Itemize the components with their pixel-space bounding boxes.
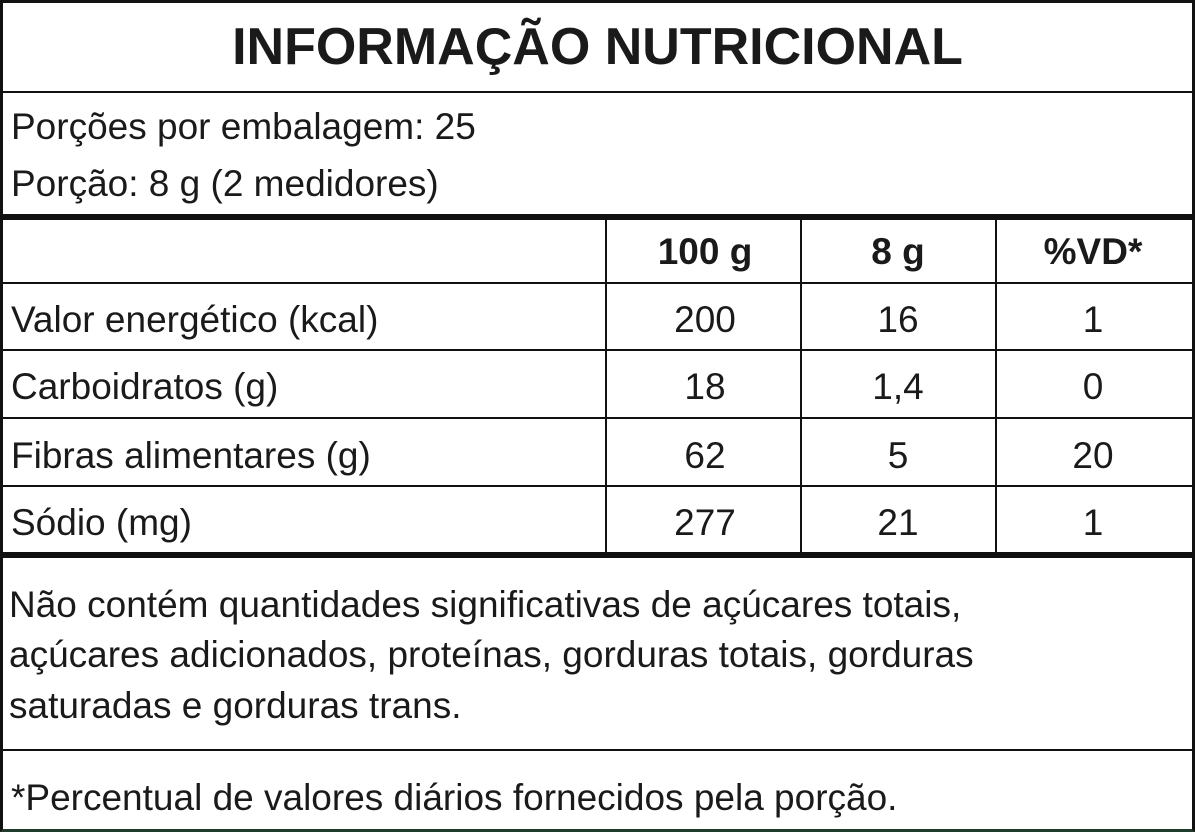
nutrient-name: Valor energético (kcal)	[11, 299, 379, 340]
divider	[3, 749, 1192, 751]
title: INFORMAÇÃO NUTRICIONAL	[232, 18, 963, 76]
divider	[3, 91, 1192, 93]
note-line: Não contém quantidades significativas de…	[9, 584, 962, 625]
nutrient-value: 1	[1082, 502, 1104, 543]
column-header: %VD*	[1043, 231, 1143, 272]
nutrient-value: 1	[1082, 299, 1104, 340]
nutrient-value: 20	[1072, 435, 1114, 476]
row-line	[3, 349, 1192, 351]
thick-divider	[3, 214, 1192, 220]
column-line	[800, 220, 802, 553]
serving-info: Porções por embalagem: 25	[11, 106, 476, 147]
note-line: açúcares adicionados, proteínas, gordura…	[9, 634, 974, 675]
nutrient-value: 200	[674, 299, 736, 340]
nutrient-name: Carboidratos (g)	[11, 366, 279, 407]
nutrient-value: 277	[674, 502, 736, 543]
row-line	[3, 282, 1192, 284]
nutrient-name: Sódio (mg)	[11, 502, 192, 543]
serving-info: Porção: 8 g (2 medidores)	[11, 163, 439, 204]
row-line	[3, 417, 1192, 419]
column-line	[605, 220, 607, 553]
thick-divider	[3, 552, 1192, 558]
footnote: *Percentual de valores diários fornecido…	[11, 777, 898, 818]
column-line	[995, 220, 997, 553]
note-line: saturadas e gorduras trans.	[9, 685, 462, 726]
column-header: 8 g	[871, 231, 925, 272]
row-line	[3, 485, 1192, 487]
nutrient-value: 1,4	[872, 366, 924, 407]
nutrient-value: 18	[684, 366, 726, 407]
nutrient-value: 16	[877, 299, 919, 340]
nutrient-name: Fibras alimentares (g)	[11, 435, 371, 476]
nutrient-value: 5	[887, 435, 909, 476]
nutrient-value: 21	[877, 502, 919, 543]
nutrient-value: 62	[684, 435, 726, 476]
column-header: 100 g	[657, 231, 753, 272]
nutrient-value: 0	[1082, 366, 1104, 407]
